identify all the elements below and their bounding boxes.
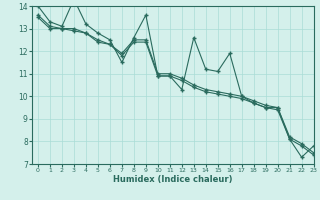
X-axis label: Humidex (Indice chaleur): Humidex (Indice chaleur) <box>113 175 233 184</box>
